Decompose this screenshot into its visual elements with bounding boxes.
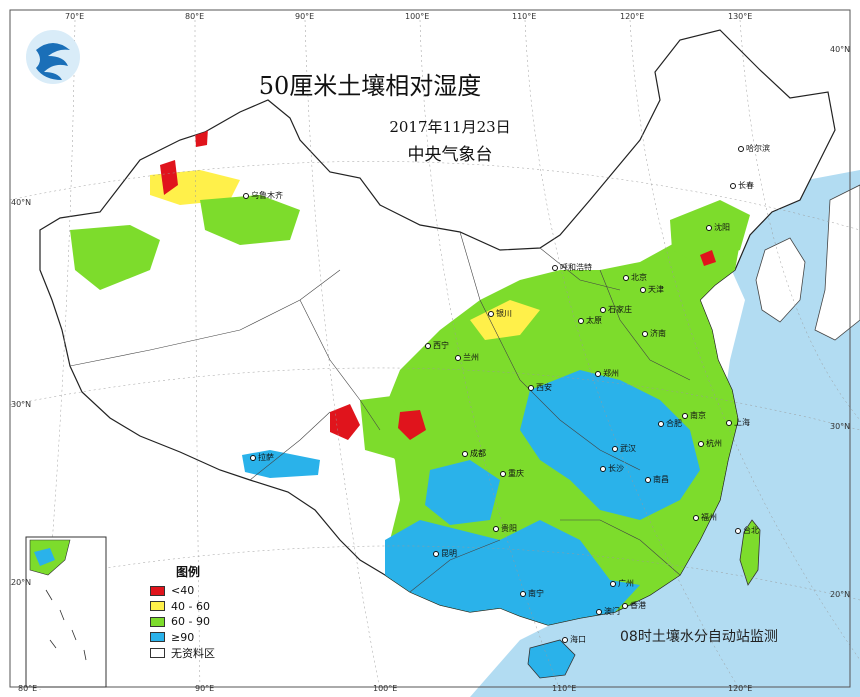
legend-label: 无资料区	[171, 646, 215, 660]
legend-item: 无资料区	[150, 645, 270, 661]
tick-right-30: 30°N	[830, 422, 851, 431]
moisture-region-red-sichuan	[398, 410, 426, 440]
moisture-region-green-xinjiang-2	[200, 195, 300, 245]
tick-bottom-80: 80°E	[18, 684, 38, 693]
tick-left-30: 30°N	[11, 400, 32, 409]
city-label: 北京	[623, 272, 647, 283]
hainan	[527, 639, 576, 679]
legend-item: 40 - 60	[150, 599, 270, 615]
legend-item: 60 - 90	[150, 614, 270, 630]
city-label: 兰州	[455, 352, 479, 363]
map-organization: 中央气象台	[407, 145, 493, 165]
city-label: 南宁	[520, 588, 544, 599]
city-label: 合肥	[658, 418, 682, 429]
moisture-region-red-west	[330, 404, 360, 440]
moisture-region-red-north	[700, 250, 716, 266]
legend-label: 60 - 90	[171, 615, 210, 629]
city-label: 广州	[610, 578, 634, 589]
legend-item: <40	[150, 583, 270, 599]
city-label: 拉萨	[250, 452, 274, 463]
city-label: 台北	[735, 525, 759, 536]
moisture-region-blue-southwest	[425, 460, 500, 525]
province-borders	[69, 231, 691, 593]
city-label: 哈尔滨	[738, 143, 770, 154]
city-label: 南昌	[645, 474, 669, 485]
legend-item: ≥90	[150, 630, 270, 646]
city-label: 长春	[730, 180, 754, 191]
moisture-region-yellow-north	[470, 300, 540, 340]
city-label: 郑州	[595, 368, 619, 379]
city-label: 重庆	[500, 468, 524, 479]
map-frame	[9, 9, 851, 688]
legend-swatch-red	[150, 585, 165, 596]
city-label: 杭州	[698, 438, 722, 449]
tick-top-130: 130°E	[728, 12, 753, 21]
city-label: 呼和浩特	[552, 262, 592, 273]
moisture-region-red-xinjiang	[160, 160, 178, 195]
city-label: 济南	[642, 328, 666, 339]
city-label: 天津	[640, 284, 664, 295]
legend-swatch-blue	[150, 632, 165, 643]
legend-swatch-green	[150, 616, 165, 627]
city-label: 石家庄	[600, 304, 632, 315]
city-label: 沈阳	[706, 222, 730, 233]
city-label: 上海	[726, 417, 750, 428]
japan	[814, 184, 860, 341]
tick-top-80: 80°E	[185, 12, 205, 21]
map-date: 2017年11月23日	[389, 118, 511, 136]
south-china-sea-inset	[25, 536, 107, 688]
city-label: 成都	[462, 448, 486, 459]
city-label: 长沙	[600, 463, 624, 474]
legend-swatch-white	[150, 647, 165, 658]
cma-logo	[24, 28, 82, 86]
city-label: 香港	[622, 600, 646, 611]
city-label: 武汉	[612, 443, 636, 454]
source-footnote: 08时土壤水分自动站监测	[620, 629, 778, 645]
city-label: 太原	[578, 315, 602, 326]
legend-label: 40 - 60	[171, 599, 210, 613]
legend-label: ≥90	[171, 630, 195, 644]
city-label: 澳门	[596, 606, 620, 617]
tick-top-90: 90°E	[295, 12, 315, 21]
city-label: 南京	[682, 410, 706, 421]
city-label: 海口	[562, 634, 586, 645]
tick-bottom-100: 100°E	[373, 684, 398, 693]
legend-label: <40	[171, 584, 195, 598]
tick-right-40: 40°N	[830, 45, 851, 54]
tick-top-100: 100°E	[405, 12, 430, 21]
city-label: 西安	[528, 382, 552, 393]
tick-bottom-90: 90°E	[195, 684, 215, 693]
city-label: 乌鲁木齐	[243, 190, 283, 201]
tick-bottom-110: 110°E	[552, 684, 577, 693]
tick-top-110: 110°E	[512, 12, 537, 21]
tick-right-20: 20°N	[830, 590, 851, 599]
city-label: 西宁	[425, 340, 449, 351]
legend-swatch-yellow	[150, 601, 165, 612]
logo-icon	[26, 30, 80, 84]
moisture-region-blue-south	[385, 520, 640, 625]
legend-title: 图例	[176, 565, 201, 579]
map-legend: 图例 <40 40 - 60 60 - 90 ≥90 无资料区	[150, 563, 270, 661]
city-label: 贵阳	[493, 523, 517, 534]
city-label: 银川	[488, 308, 512, 319]
city-label: 福州	[693, 512, 717, 523]
map-title: 50厘米土壤相对湿度	[258, 72, 482, 100]
moisture-region-green-xinjiang	[70, 225, 160, 290]
moisture-region-green-sichuan	[360, 395, 420, 460]
tick-left-20: 20°N	[11, 578, 32, 587]
tick-left-40: 40°N	[11, 198, 32, 207]
korea-peninsula	[755, 237, 806, 323]
city-label: 昆明	[433, 548, 457, 559]
tick-top-70: 70°E	[65, 12, 85, 21]
tick-bottom-120: 120°E	[728, 684, 753, 693]
tick-top-120: 120°E	[620, 12, 645, 21]
